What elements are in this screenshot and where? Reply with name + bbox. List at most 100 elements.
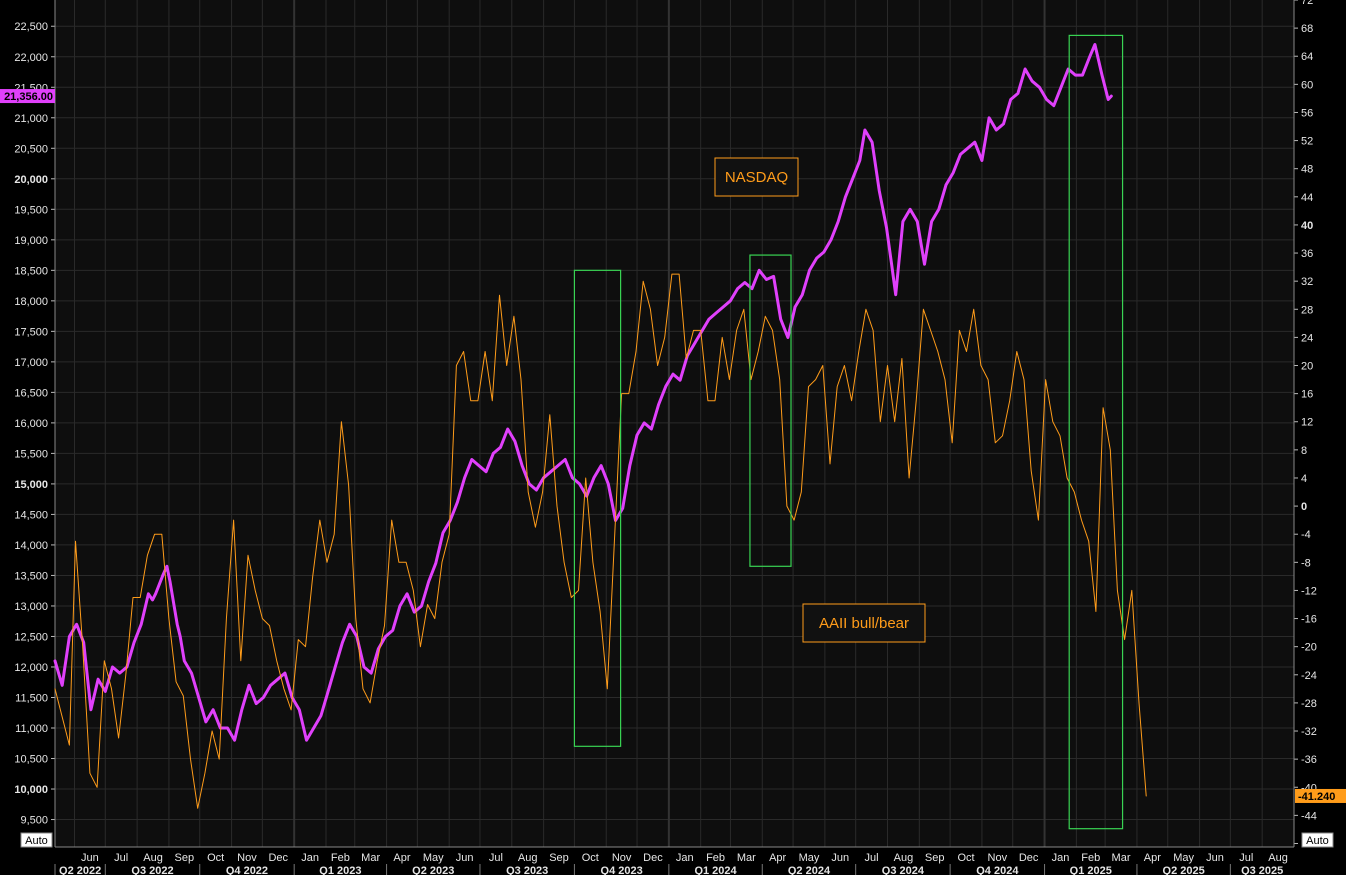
plot-area [55,0,1294,847]
month-label: Jan [676,852,694,864]
quarter-label: Q3 2022 [131,865,173,875]
nasdaq-last-value-tag [0,89,55,104]
month-label: May [1173,852,1194,864]
left-tick-label: 21,000 [14,113,48,125]
right-tick-label: 32 [1301,276,1313,288]
highlight-box [1068,34,1124,830]
right-tick-label: 24 [1301,332,1313,344]
left-tick-label: 14,500 [14,509,48,521]
right-tick-label: -24 [1301,670,1317,682]
x-axis: Jun Jul Aug Sep Oct Nov Dec Jan Feb Mar Apr May Jun J… [54,846,1294,875]
month-label: Feb [706,852,725,864]
left-tick-label: 11,000 [15,723,48,735]
left-tick-label: 18,000 [14,296,48,308]
left-tick-label: 13,500 [14,570,48,582]
month-label: Jun [831,852,849,864]
left-auto-button[interactable]: Auto [20,832,53,848]
left-tick-label: 17,000 [14,357,48,369]
right-tick-label: 48 [1301,164,1313,176]
month-label: Mar [1112,852,1131,864]
right-tick-label: 56 [1301,107,1313,119]
left-tick-label: 9,500 [20,815,48,827]
month-label: Dec [1019,852,1039,864]
quarter-label: Q1 2023 [319,865,361,875]
aaii-last-value: -41.240 [1298,791,1335,803]
aaii-last-value-tag [1295,788,1346,803]
quarter-label: Q1 2024 [694,865,737,875]
month-label: Apr [1144,852,1161,864]
nasdaq-series-line [53,43,1113,742]
month-label: Mar [737,852,756,864]
month-label: Jul [489,852,503,864]
quarter-label: Q1 2025 [1070,865,1112,875]
month-label: Oct [207,852,224,864]
annotation-box [714,157,799,197]
left-tick-label: 14,000 [14,540,48,552]
left-tick-label: 11,500 [15,692,48,704]
right-tick-label: -16 [1301,614,1317,626]
month-label: Jun [1206,852,1224,864]
left-auto-label: Auto [25,835,48,847]
quarter-label: Q3 2025 [1241,865,1283,875]
quarter-label: Q2 2025 [1163,865,1205,875]
left-tick-label: 10,500 [14,754,48,766]
month-label: Aug [894,852,914,864]
quarter-label: Q4 2024 [976,865,1019,875]
left-tick-label: 18,500 [14,265,48,277]
series-layer [53,43,1147,809]
annotation-box [802,603,926,643]
month-label: Jan [1052,852,1070,864]
month-label: Apr [769,852,786,864]
right-tick-label: -28 [1301,698,1317,710]
highlight-boxes [573,34,1124,830]
right-tick-label: 40 [1301,220,1313,232]
month-label: Oct [582,852,599,864]
right-tick-label: 16 [1301,389,1313,401]
month-label: Aug [143,852,163,864]
last-value-tags: 21,356.00 -41.240 [0,89,1346,803]
month-label: Aug [1268,852,1288,864]
month-label: Dec [268,852,288,864]
month-label: Feb [331,852,350,864]
right-tick-label: 28 [1301,304,1313,316]
right-tick-label: 36 [1301,248,1313,260]
right-tick-label: 4 [1301,473,1307,485]
left-y-axis: 9,500 10,000 10,500 11,000 11,500 12,000 12,50… [14,0,56,847]
left-tick-label: 19,500 [14,204,48,216]
right-tick-label: 0 [1301,501,1307,513]
right-tick-label: -32 [1301,726,1317,738]
highlight-box [573,269,622,747]
month-label: Sep [549,852,569,864]
quarter-label: Q2 2023 [412,865,454,875]
quarter-label: Q2 2022 [59,865,101,875]
month-label: Jul [114,852,128,864]
left-tick-label: 10,000 [14,784,48,796]
month-label: Jun [456,852,474,864]
quarter-label: Q3 2024 [882,865,925,875]
month-label: Nov [237,852,257,864]
right-auto-label: Auto [1306,835,1329,847]
right-tick-label: -44 [1301,810,1317,822]
left-tick-label: 12,500 [14,631,48,643]
right-tick-label: -4 [1301,529,1311,541]
highlight-box [749,254,792,567]
right-y-axis: -48-44-40-36-32-28-24-20-16-12-8-4048121… [1293,0,1317,850]
left-tick-label: 12,000 [14,662,48,674]
right-tick-label: 68 [1301,23,1313,35]
left-tick-label: 13,000 [14,601,48,613]
right-tick-label: 8 [1301,445,1307,457]
annotation-label: AAII bull/bear [819,615,909,632]
right-tick-label: 20 [1301,361,1313,373]
month-label: Jan [301,852,319,864]
right-tick-label: -20 [1301,642,1317,654]
quarter-label: Q2 2024 [788,865,831,875]
nasdaq-last-value: 21,356.00 [4,91,53,103]
month-label: Jul [1239,852,1253,864]
right-tick-label: -36 [1301,754,1317,766]
quarter-label: Q4 2022 [226,865,268,875]
right-auto-button[interactable]: Auto [1301,832,1334,848]
left-tick-label: 22,000 [14,52,48,64]
right-tick-label: 64 [1301,51,1313,63]
right-tick-label: 72 [1301,0,1313,7]
